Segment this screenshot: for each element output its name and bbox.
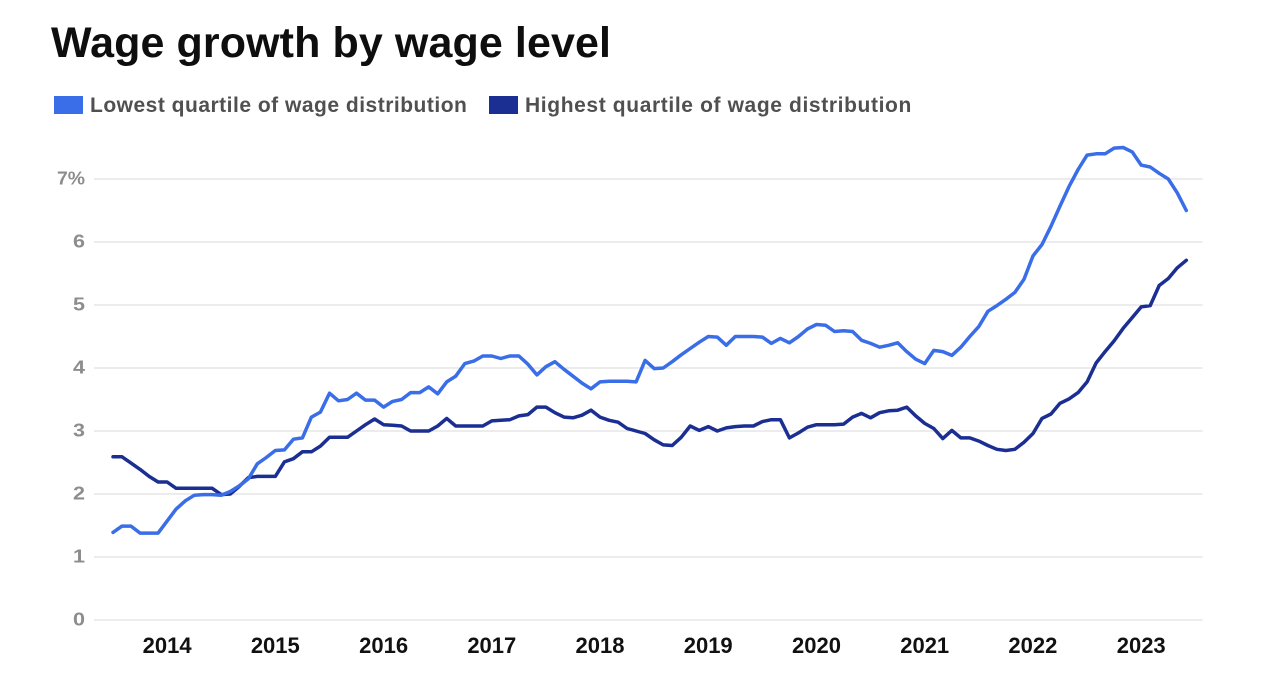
svg-text:2023: 2023	[1117, 633, 1166, 658]
svg-text:2016: 2016	[359, 633, 408, 658]
svg-text:2015: 2015	[251, 633, 300, 658]
svg-text:6: 6	[73, 232, 85, 252]
svg-text:0: 0	[73, 610, 85, 630]
svg-text:1: 1	[73, 547, 85, 567]
svg-text:3: 3	[73, 421, 85, 441]
svg-text:7%: 7%	[57, 169, 85, 189]
svg-text:2022: 2022	[1008, 633, 1057, 658]
svg-text:2021: 2021	[900, 633, 949, 658]
svg-text:5: 5	[73, 295, 85, 315]
svg-text:2020: 2020	[792, 633, 841, 658]
svg-text:2: 2	[73, 484, 85, 504]
svg-text:2017: 2017	[467, 633, 516, 658]
svg-text:2019: 2019	[684, 633, 733, 658]
svg-text:2018: 2018	[576, 633, 625, 658]
svg-text:4: 4	[73, 358, 85, 378]
svg-text:2014: 2014	[143, 633, 193, 658]
